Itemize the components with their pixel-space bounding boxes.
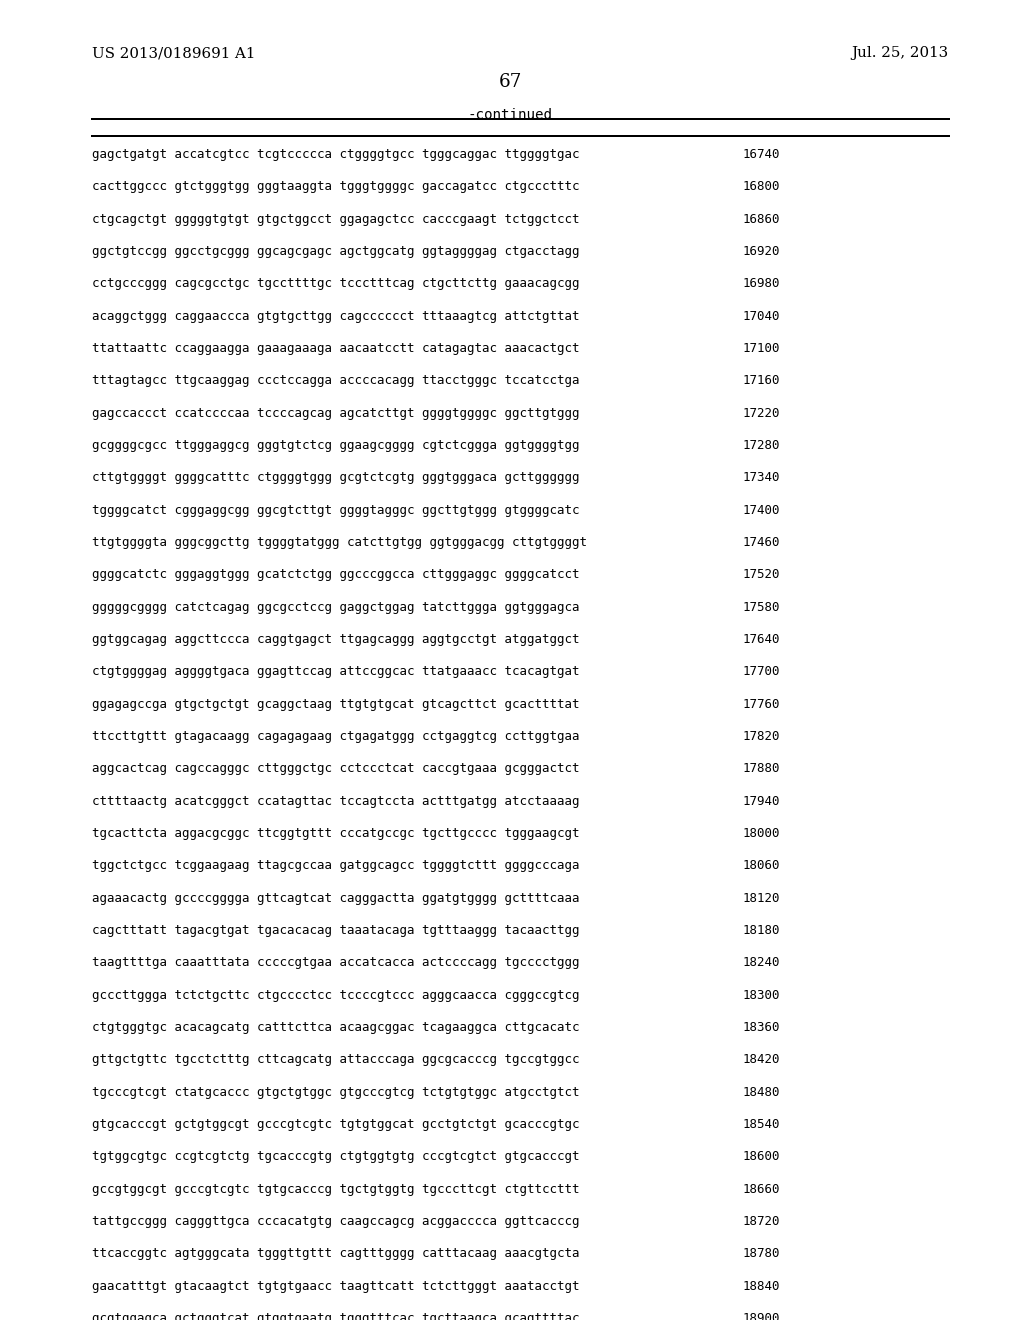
Text: 18120: 18120 [743,892,780,904]
Text: 16860: 16860 [743,213,780,226]
Text: ttattaattc ccaggaagga gaaagaaaga aacaatcctt catagagtac aaacactgct: ttattaattc ccaggaagga gaaagaaaga aacaatc… [92,342,579,355]
Text: cttttaactg acatcgggct ccatagttac tccagtccta actttgatgg atcctaaaag: cttttaactg acatcgggct ccatagttac tccagtc… [92,795,579,808]
Text: 18360: 18360 [743,1022,780,1034]
Text: tggctctgcc tcggaagaag ttagcgccaa gatggcagcc tggggtcttt ggggcccaga: tggctctgcc tcggaagaag ttagcgccaa gatggca… [92,859,579,873]
Text: 17940: 17940 [743,795,780,808]
Text: agaaacactg gccccgggga gttcagtcat cagggactta ggatgtgggg gcttttcaaa: agaaacactg gccccgggga gttcagtcat cagggac… [92,892,579,904]
Text: gaacatttgt gtacaagtct tgtgtgaacc taagttcatt tctcttgggt aaatacctgt: gaacatttgt gtacaagtct tgtgtgaacc taagttc… [92,1280,579,1292]
Text: 17880: 17880 [743,763,780,775]
Text: gccgtggcgt gcccgtcgtc tgtgcacccg tgctgtggtg tgcccttcgt ctgttccttt: gccgtggcgt gcccgtcgtc tgtgcacccg tgctgtg… [92,1183,579,1196]
Text: 18780: 18780 [743,1247,780,1261]
Text: 18180: 18180 [743,924,780,937]
Text: ggctgtccgg ggcctgcggg ggcagcgagc agctggcatg ggtaggggag ctgacctagg: ggctgtccgg ggcctgcggg ggcagcgagc agctggc… [92,244,579,257]
Text: ctgtggggag aggggtgaca ggagttccag attccggcac ttatgaaacc tcacagtgat: ctgtggggag aggggtgaca ggagttccag attccgg… [92,665,579,678]
Text: gtgcacccgt gctgtggcgt gcccgtcgtc tgtgtggcat gcctgtctgt gcacccgtgc: gtgcacccgt gctgtggcgt gcccgtcgtc tgtgtgg… [92,1118,579,1131]
Text: 17040: 17040 [743,309,780,322]
Text: 17160: 17160 [743,375,780,387]
Text: Jul. 25, 2013: Jul. 25, 2013 [852,46,949,61]
Text: 16800: 16800 [743,180,780,193]
Text: 18060: 18060 [743,859,780,873]
Text: 17580: 17580 [743,601,780,614]
Text: 18900: 18900 [743,1312,780,1320]
Text: taagttttga caaatttata cccccgtgaa accatcacca actccccagg tgcccctggg: taagttttga caaatttata cccccgtgaa accatca… [92,956,579,969]
Text: ggggcatctc gggaggtggg gcatctctgg ggcccggcca cttgggaggc ggggcatcct: ggggcatctc gggaggtggg gcatctctgg ggcccgg… [92,568,579,581]
Text: 16920: 16920 [743,244,780,257]
Text: cacttggccc gtctgggtgg gggtaaggta tgggtggggc gaccagatcc ctgccctttc: cacttggccc gtctgggtgg gggtaaggta tgggtgg… [92,180,579,193]
Text: 17520: 17520 [743,568,780,581]
Text: tttagtagcc ttgcaaggag ccctccagga accccacagg ttacctgggc tccatcctga: tttagtagcc ttgcaaggag ccctccagga accccac… [92,375,579,387]
Text: 17100: 17100 [743,342,780,355]
Text: tgcacttcta aggacgcggc ttcggtgttt cccatgccgc tgcttgcccc tgggaagcgt: tgcacttcta aggacgcggc ttcggtgttt cccatgc… [92,826,579,840]
Text: tattgccggg cagggttgca cccacatgtg caagccagcg acggacccca ggttcacccg: tattgccggg cagggttgca cccacatgtg caagcca… [92,1214,579,1228]
Text: 67: 67 [499,73,521,91]
Text: acaggctggg caggaaccca gtgtgcttgg cagcccccct tttaaagtcg attctgttat: acaggctggg caggaaccca gtgtgcttgg cagcccc… [92,309,579,322]
Text: 18240: 18240 [743,956,780,969]
Text: 18840: 18840 [743,1280,780,1292]
Text: gcggggcgcc ttgggaggcg gggtgtctcg ggaagcgggg cgtctcggga ggtggggtgg: gcggggcgcc ttgggaggcg gggtgtctcg ggaagcg… [92,438,579,451]
Text: ctgcagctgt gggggtgtgt gtgctggcct ggagagctcc cacccgaagt tctggctcct: ctgcagctgt gggggtgtgt gtgctggcct ggagagc… [92,213,579,226]
Text: 17820: 17820 [743,730,780,743]
Text: 18600: 18600 [743,1151,780,1163]
Text: US 2013/0189691 A1: US 2013/0189691 A1 [92,46,255,61]
Text: 16740: 16740 [743,148,780,161]
Text: gttgctgttc tgcctctttg cttcagcatg attacccaga ggcgcacccg tgccgtggcc: gttgctgttc tgcctctttg cttcagcatg attaccc… [92,1053,579,1067]
Text: tggggcatct cgggaggcgg ggcgtcttgt ggggtagggc ggcttgtggg gtggggcatc: tggggcatct cgggaggcgg ggcgtcttgt ggggtag… [92,503,579,516]
Text: 18660: 18660 [743,1183,780,1196]
Text: 18000: 18000 [743,826,780,840]
Text: 17280: 17280 [743,438,780,451]
Text: gagccaccct ccatccccaa tccccagcag agcatcttgt ggggtggggc ggcttgtggg: gagccaccct ccatccccaa tccccagcag agcatct… [92,407,579,420]
Text: cagctttatt tagacgtgat tgacacacag taaatacaga tgtttaaggg tacaacttgg: cagctttatt tagacgtgat tgacacacag taaatac… [92,924,579,937]
Text: 17640: 17640 [743,634,780,645]
Text: 18420: 18420 [743,1053,780,1067]
Text: tgtggcgtgc ccgtcgtctg tgcacccgtg ctgtggtgtg cccgtcgtct gtgcacccgt: tgtggcgtgc ccgtcgtctg tgcacccgtg ctgtggt… [92,1151,579,1163]
Text: ctgtgggtgc acacagcatg catttcttca acaagcggac tcagaaggca cttgcacatc: ctgtgggtgc acacagcatg catttcttca acaagcg… [92,1022,579,1034]
Text: cttgtggggt ggggcatttc ctggggtggg gcgtctcgtg gggtgggaca gcttgggggg: cttgtggggt ggggcatttc ctggggtggg gcgtctc… [92,471,579,484]
Text: aggcactcag cagccagggc cttgggctgc cctccctcat caccgtgaaa gcgggactct: aggcactcag cagccagggc cttgggctgc cctccct… [92,763,579,775]
Text: 17460: 17460 [743,536,780,549]
Text: 18300: 18300 [743,989,780,1002]
Text: -continued: -continued [467,108,553,123]
Text: 18540: 18540 [743,1118,780,1131]
Text: gcgtggagca gctgggtcat gtggtgaatg tgggtttcac tgcttaagca gcagttttac: gcgtggagca gctgggtcat gtggtgaatg tgggttt… [92,1312,579,1320]
Text: ttccttgttt gtagacaagg cagagagaag ctgagatggg cctgaggtcg ccttggtgaa: ttccttgttt gtagacaagg cagagagaag ctgagat… [92,730,579,743]
Text: ttgtggggta gggcggcttg tggggtatggg catcttgtgg ggtgggacgg cttgtggggt: ttgtggggta gggcggcttg tggggtatggg catctt… [92,536,586,549]
Text: 16980: 16980 [743,277,780,290]
Text: 17700: 17700 [743,665,780,678]
Text: ggagagccga gtgctgctgt gcaggctaag ttgtgtgcat gtcagcttct gcacttttat: ggagagccga gtgctgctgt gcaggctaag ttgtgtg… [92,697,579,710]
Text: ttcaccggtc agtgggcata tgggttgttt cagtttgggg catttacaag aaacgtgcta: ttcaccggtc agtgggcata tgggttgttt cagtttg… [92,1247,579,1261]
Text: gggggcgggg catctcagag ggcgcctccg gaggctggag tatcttggga ggtgggagca: gggggcgggg catctcagag ggcgcctccg gaggctg… [92,601,579,614]
Text: 18720: 18720 [743,1214,780,1228]
Text: 17340: 17340 [743,471,780,484]
Text: ggtggcagag aggcttccca caggtgagct ttgagcaggg aggtgcctgt atggatggct: ggtggcagag aggcttccca caggtgagct ttgagca… [92,634,579,645]
Text: 17400: 17400 [743,503,780,516]
Text: gcccttggga tctctgcttc ctgcccctcc tccccgtccc agggcaacca cgggccgtcg: gcccttggga tctctgcttc ctgcccctcc tccccgt… [92,989,579,1002]
Text: gagctgatgt accatcgtcc tcgtccccca ctggggtgcc tgggcaggac ttggggtgac: gagctgatgt accatcgtcc tcgtccccca ctggggt… [92,148,579,161]
Text: 17760: 17760 [743,697,780,710]
Text: tgcccgtcgt ctatgcaccc gtgctgtggc gtgcccgtcg tctgtgtggc atgcctgtct: tgcccgtcgt ctatgcaccc gtgctgtggc gtgcccg… [92,1085,579,1098]
Text: 17220: 17220 [743,407,780,420]
Text: cctgcccggg cagcgcctgc tgccttttgc tccctttcag ctgcttcttg gaaacagcgg: cctgcccggg cagcgcctgc tgccttttgc tcccttt… [92,277,579,290]
Text: 18480: 18480 [743,1085,780,1098]
